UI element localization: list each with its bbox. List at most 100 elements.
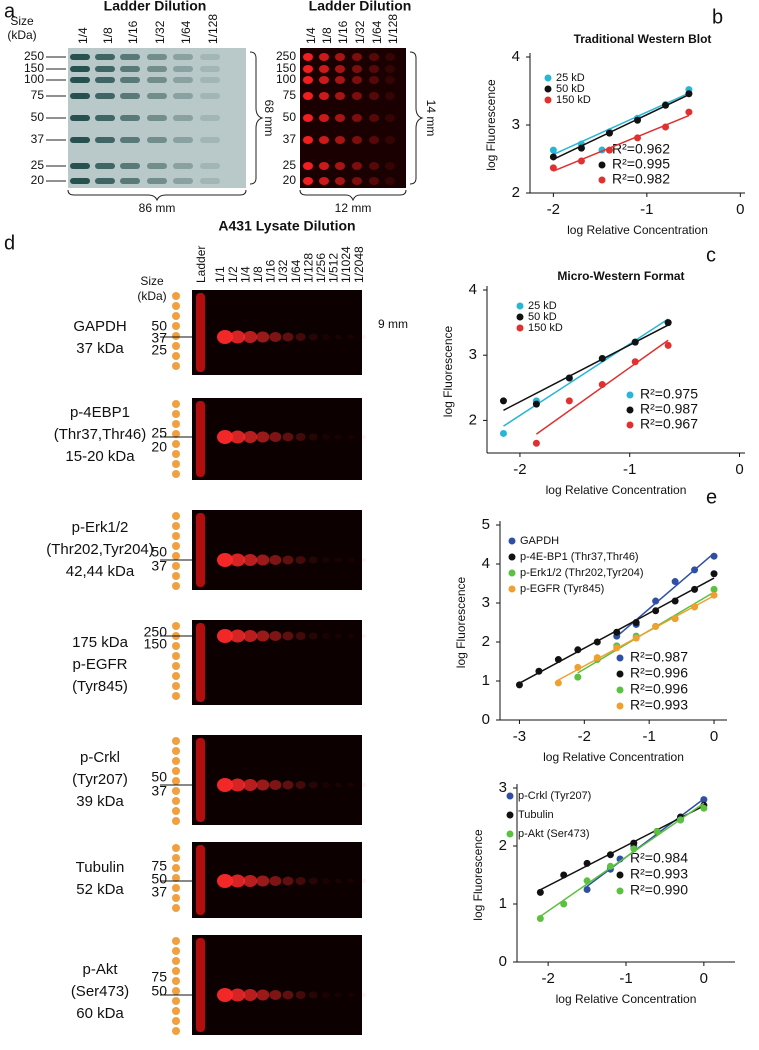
data-point [598,381,606,389]
band [70,178,90,184]
data-point [583,877,591,885]
band [369,136,379,144]
size-tick-label: 37 [283,132,297,146]
marker-dot [172,440,180,448]
ladder-lane [196,401,205,477]
size-label: Size (kDa) [137,274,166,303]
r2-label: R²=0.996 [630,681,688,697]
band [348,335,354,339]
band [303,76,313,84]
band [120,137,140,143]
band [269,432,282,442]
legend-label: p-EGFR (Tyr845) [520,583,604,595]
lane-label: 1/4 [76,27,90,44]
band [282,780,294,790]
band [361,435,367,439]
band [120,93,140,99]
data-point [532,439,540,447]
band [334,334,342,340]
band [335,136,345,144]
x-tick-label: -1 [642,728,655,745]
brace [67,189,247,202]
size-tick-label: 100 [276,72,296,86]
band [243,331,258,343]
legend-label: 25 kD [528,300,557,312]
band [95,77,115,83]
row-label: 175 kDa [72,634,129,651]
data-point [691,566,699,574]
data-point [632,634,640,642]
band [319,177,329,185]
marker-dot [172,904,180,912]
marker-dot [172,1017,180,1025]
band [348,783,354,787]
data-point [554,679,562,687]
band [217,874,233,888]
data-point [583,886,591,893]
dimension-label: 86 mm [139,201,176,215]
size-tick-label: 25 [283,158,297,172]
marker-dot [172,312,180,320]
data-point [560,900,568,908]
band [200,54,220,60]
marker-dot [172,292,180,300]
blot [192,935,362,1035]
data-point [664,319,672,327]
data-point [598,354,606,362]
marker-dot [172,874,180,882]
legend-label: p-Crkl (Tyr207) [518,790,591,802]
y-tick-label: 2 [469,411,477,428]
size-tick-label: 100 [24,72,44,86]
data-point [691,603,699,611]
legend-swatch [508,537,516,545]
band [243,630,258,642]
band [321,334,330,340]
legend-swatch [508,569,516,577]
lane-label: 1/64 [179,20,193,44]
band [321,633,330,639]
data-point [554,656,562,664]
band [348,435,354,439]
ladder-lane [196,845,205,915]
panel-label: c [706,244,716,266]
dimension-label: 14 mm [424,100,438,137]
band [95,54,115,60]
band [269,780,282,790]
marker-dot [172,767,180,775]
x-tick-label: -1 [619,970,632,987]
lane-label: 1/128 [386,14,400,44]
panel-label: d [4,232,15,254]
x-tick-label: 0 [710,728,718,745]
lane-label: 1/32 [353,20,367,44]
band [303,65,313,73]
band [282,332,294,342]
band [321,434,330,440]
band [385,92,395,100]
y-tick-label: 1 [482,672,490,689]
band [230,330,246,344]
r2-label: R²=0.982 [612,171,670,187]
x-axis-label: log Relative Concentration [543,750,684,764]
band [269,332,282,342]
data-point [536,915,544,922]
band [173,137,193,143]
legend-swatch [544,96,552,104]
marker-label: 37 [151,558,167,574]
size-tick-label: 250 [276,49,296,63]
band [319,92,329,100]
band [334,782,342,788]
band [230,874,246,888]
data-point [662,123,670,131]
row-label: 15-20 kDa [65,448,135,465]
band [308,877,318,885]
blot-title: Ladder Dilution [309,0,412,14]
band [335,92,345,100]
legend-swatch [544,85,552,93]
fit-line [503,324,669,411]
band [282,555,294,565]
r2-label: R²=0.975 [640,386,698,402]
data-point [634,116,641,124]
band [256,431,270,443]
data-point [499,429,507,437]
data-point [631,338,639,346]
